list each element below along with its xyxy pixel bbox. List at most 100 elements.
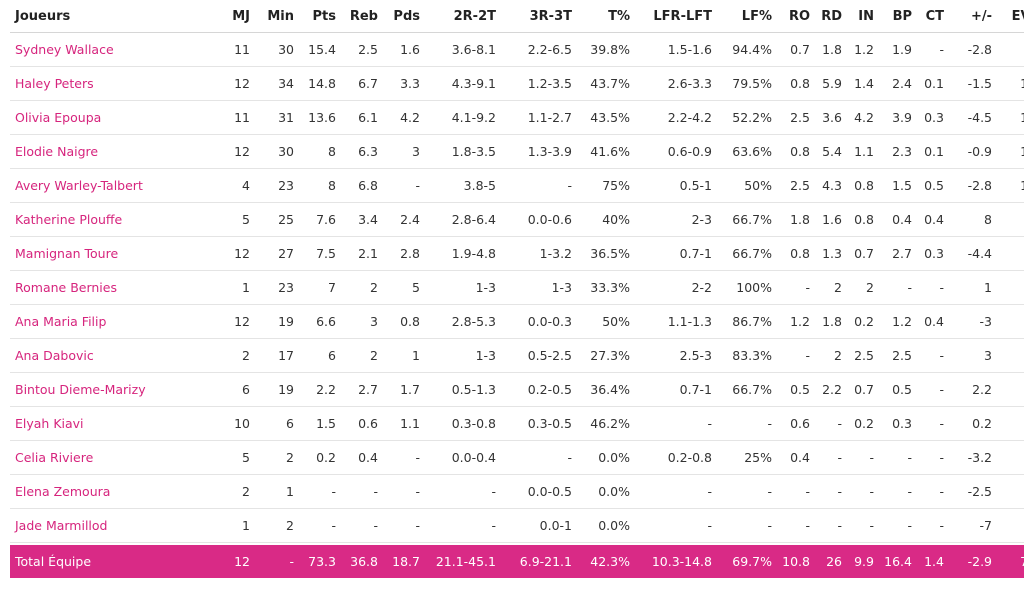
stat-cell: 11	[210, 100, 254, 135]
stat-cell: 2.4	[878, 66, 916, 101]
stat-cell: 9.9	[996, 32, 1024, 67]
stat-cell: 0.7-1	[634, 236, 716, 271]
player-name-link[interactable]: Olivia Epoupa	[10, 100, 210, 135]
table-row: Romane Bernies 1 23 7 2 5 1-3 1-3 33.3% 2-2 100% -2…	[10, 270, 1024, 305]
stat-cell: 2.7	[878, 236, 916, 271]
stat-cell: 12	[210, 134, 254, 169]
player-name-link[interactable]: Romane Bernies	[10, 270, 210, 305]
team-total-cell: 36.8	[340, 545, 382, 578]
stat-cell: 0.4	[916, 202, 948, 237]
stat-cell: 8	[298, 168, 340, 203]
stat-cell: 0.7	[846, 236, 878, 271]
column-header[interactable]: Pts	[298, 0, 340, 33]
stat-cell: 0.6	[340, 406, 382, 441]
stat-cell: 3	[948, 338, 996, 373]
stat-cell: 1.4	[846, 66, 878, 101]
table-row: Elodie Naigre 12 30 8 6.3 3 1.8-3.5 1.3-3.9 41.6…	[10, 134, 1024, 169]
stat-cell: 30	[254, 32, 298, 67]
stat-cell: 0.4	[916, 304, 948, 339]
stat-cell: 7	[298, 270, 340, 305]
stat-cell: 46.2%	[576, 406, 634, 441]
stat-cell: 2-3	[634, 202, 716, 237]
stat-cell: -7	[948, 508, 996, 543]
player-name-link[interactable]: Ana Maria Filip	[10, 304, 210, 339]
stat-cell: 5	[210, 440, 254, 475]
stat-cell: 4.3	[814, 168, 846, 203]
column-header[interactable]: T%	[576, 0, 634, 33]
stat-cell: -	[814, 508, 846, 543]
player-name-link[interactable]: Celia Riviere	[10, 440, 210, 475]
stat-cell: -4.5	[948, 100, 996, 135]
column-header[interactable]: EVAL	[996, 0, 1024, 33]
stat-cell: 75%	[576, 168, 634, 203]
column-header[interactable]: 3R-3T	[500, 0, 576, 33]
player-name-link[interactable]: Avery Warley-Talbert	[10, 168, 210, 203]
stat-cell: -	[298, 474, 340, 509]
stat-cell: 2.4	[996, 406, 1024, 441]
stat-cell: 1.8	[814, 32, 846, 67]
player-name-link[interactable]: Elyah Kiavi	[10, 406, 210, 441]
stat-cell: 23	[254, 270, 298, 305]
stat-cell: 2.8-5.3	[424, 304, 500, 339]
stat-cell: 12	[210, 66, 254, 101]
stat-cell: 6	[254, 406, 298, 441]
column-header[interactable]: LFR-LFT	[634, 0, 716, 33]
stat-cell: 1.2	[878, 304, 916, 339]
stat-cell: 34	[254, 66, 298, 101]
column-header[interactable]: LF%	[716, 0, 776, 33]
table-row: Avery Warley-Talbert 4 23 8 6.8-3.8-5-75% 0.5…	[10, 168, 1024, 203]
column-header[interactable]: RO	[776, 0, 814, 33]
column-header[interactable]: IN	[846, 0, 878, 33]
stat-cell: -	[878, 440, 916, 475]
stat-cell: 1	[382, 338, 424, 373]
stat-cell: -	[382, 508, 424, 543]
stat-cell: 0.5	[878, 372, 916, 407]
stat-cell: 0.3	[916, 236, 948, 271]
column-header[interactable]: +/-	[948, 0, 996, 33]
stat-cell: 0.0%	[576, 474, 634, 509]
table-row: Elyah Kiavi 10 6 1.5 0.6 1.1 0.3-0.8 0.3-0.5 46.…	[10, 406, 1024, 441]
column-header[interactable]: BP	[878, 0, 916, 33]
column-header[interactable]: RD	[814, 0, 846, 33]
stat-cell: 2.2-4.2	[634, 100, 716, 135]
stat-cell: 63.6%	[716, 134, 776, 169]
player-name-link[interactable]: Jade Marmillod	[10, 508, 210, 543]
stat-cell: -	[814, 474, 846, 509]
stat-cell: 33.3%	[576, 270, 634, 305]
stat-cell: 1	[210, 270, 254, 305]
stat-cell: 1.9	[878, 32, 916, 67]
stat-cell: -2.8	[948, 32, 996, 67]
stat-cell: 0.0-0.6	[500, 202, 576, 237]
column-header[interactable]: MJ	[210, 0, 254, 33]
stat-cell: -	[424, 474, 500, 509]
column-header[interactable]: CT	[916, 0, 948, 33]
player-name-link[interactable]: Haley Peters	[10, 66, 210, 101]
player-name-link[interactable]: Sydney Wallace	[10, 32, 210, 67]
table-row: Mamignan Toure 12 27 7.5 2.1 2.8 1.9-4.8 1-3.2 3…	[10, 236, 1024, 271]
stat-cell: 25%	[716, 440, 776, 475]
stat-cell: 1	[210, 508, 254, 543]
column-header[interactable]: Joueurs	[10, 0, 210, 33]
stat-cell: 0.0-0.5	[500, 474, 576, 509]
player-name-link[interactable]: Mamignan Toure	[10, 236, 210, 271]
column-header[interactable]: Min	[254, 0, 298, 33]
player-name-link[interactable]: Elena Zemoura	[10, 474, 210, 509]
column-header[interactable]: Pds	[382, 0, 424, 33]
player-name-link[interactable]: Ana Dabovic	[10, 338, 210, 373]
stat-cell: 1.5-1.6	[634, 32, 716, 67]
stat-cell: 0.3	[916, 100, 948, 135]
stat-cell: 3.8-5	[424, 168, 500, 203]
stat-cell: 0.8	[846, 202, 878, 237]
player-name-link[interactable]: Katherine Plouffe	[10, 202, 210, 237]
stat-cell: 3	[340, 304, 382, 339]
stat-cell: 14.8	[298, 66, 340, 101]
stat-cell: 2	[340, 338, 382, 373]
stat-cell: 1	[948, 270, 996, 305]
stat-cell: -	[634, 406, 716, 441]
stat-cell: 0.1	[916, 134, 948, 169]
player-name-link[interactable]: Bintou Dieme-Marizy	[10, 372, 210, 407]
player-name-link[interactable]: Elodie Naigre	[10, 134, 210, 169]
column-header[interactable]: Reb	[340, 0, 382, 33]
column-header[interactable]: 2R-2T	[424, 0, 500, 33]
